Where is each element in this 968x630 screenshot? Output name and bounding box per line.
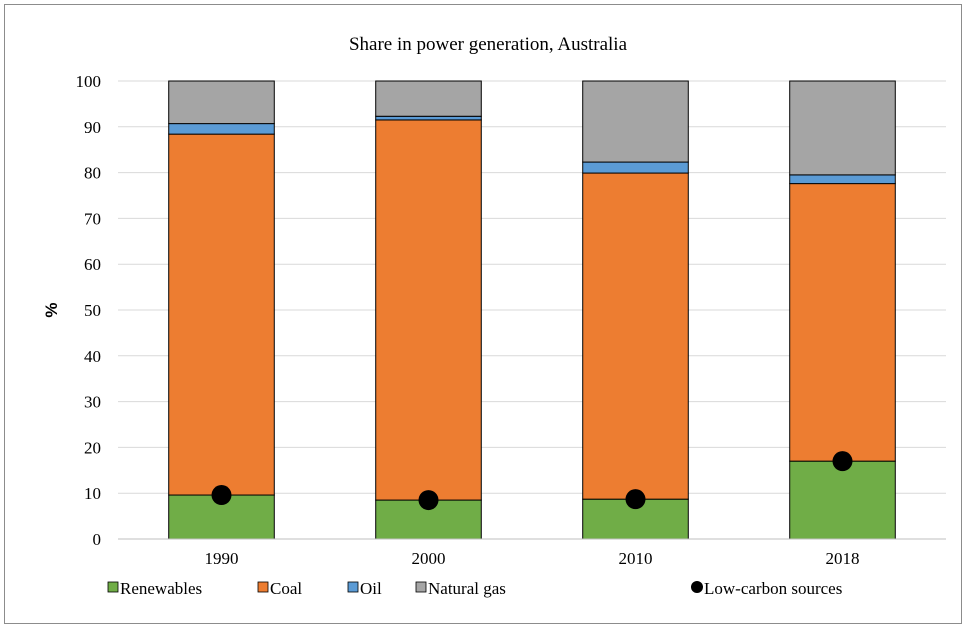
y-tick-label: 20	[84, 438, 101, 457]
legend-swatch-low-carbon-sources	[691, 581, 703, 593]
y-tick-label: 10	[84, 484, 101, 503]
bar-natural-gas-2000	[375, 80, 482, 117]
x-tick-label: 2018	[826, 549, 860, 568]
x-tick-label: 2000	[412, 549, 446, 568]
chart-title: Share in power generation, Australia	[349, 34, 628, 55]
legend-label-natural-gas: Natural gas	[428, 579, 506, 598]
y-tick-label: 0	[93, 530, 102, 549]
bar-oil-2000	[375, 115, 482, 121]
legend-label-coal: Coal	[270, 579, 302, 598]
y-tick-label: 80	[84, 164, 101, 183]
y-axis-ticks: 0 10 20 30 40 50 60 70 80 90 100	[76, 72, 102, 549]
marker-low-carbon-1990	[211, 485, 232, 506]
y-axis-label: %	[42, 302, 61, 317]
x-axis-ticks: 1990 2000 2010 2018	[205, 549, 860, 568]
y-tick-label: 40	[84, 347, 101, 366]
y-tick-label: 100	[76, 72, 102, 91]
bar-coal-2010	[582, 172, 689, 500]
low-carbon-markers	[211, 451, 853, 511]
y-tick-label: 30	[84, 393, 101, 412]
bar-natural-gas-2010	[582, 80, 689, 163]
marker-low-carbon-2018	[832, 451, 853, 472]
marker-low-carbon-2010	[625, 489, 646, 510]
bar-natural-gas-1990	[168, 80, 275, 125]
legend-swatch-oil	[347, 581, 359, 593]
legend-label-renewables: Renewables	[120, 579, 202, 598]
legend-swatch-renewables	[107, 581, 119, 593]
bar-coal-2000	[375, 119, 482, 501]
bar-coal-1990	[168, 133, 275, 496]
bar-natural-gas-2018	[789, 80, 896, 176]
bar-coal-2018	[789, 183, 896, 462]
x-tick-label: 2010	[619, 549, 653, 568]
legend: Renewables Coal Oil Natural gas Low-carbon s…	[107, 579, 842, 598]
bar-renewables-2018	[789, 460, 896, 540]
bar-oil-2018	[789, 174, 896, 185]
x-tick-label: 1990	[205, 549, 239, 568]
y-tick-label: 90	[84, 118, 101, 137]
bar-oil-1990	[168, 123, 275, 135]
y-tick-label: 50	[84, 301, 101, 320]
legend-label-oil: Oil	[360, 579, 382, 598]
legend-label-low-carbon-sources: Low-carbon sources	[704, 579, 842, 598]
y-tick-label: 70	[84, 209, 101, 228]
marker-low-carbon-2000	[418, 490, 439, 511]
bar-oil-2010	[582, 161, 689, 174]
legend-swatch-coal	[257, 581, 269, 593]
y-tick-label: 60	[84, 255, 101, 274]
legend-swatch-natural-gas	[415, 581, 427, 593]
